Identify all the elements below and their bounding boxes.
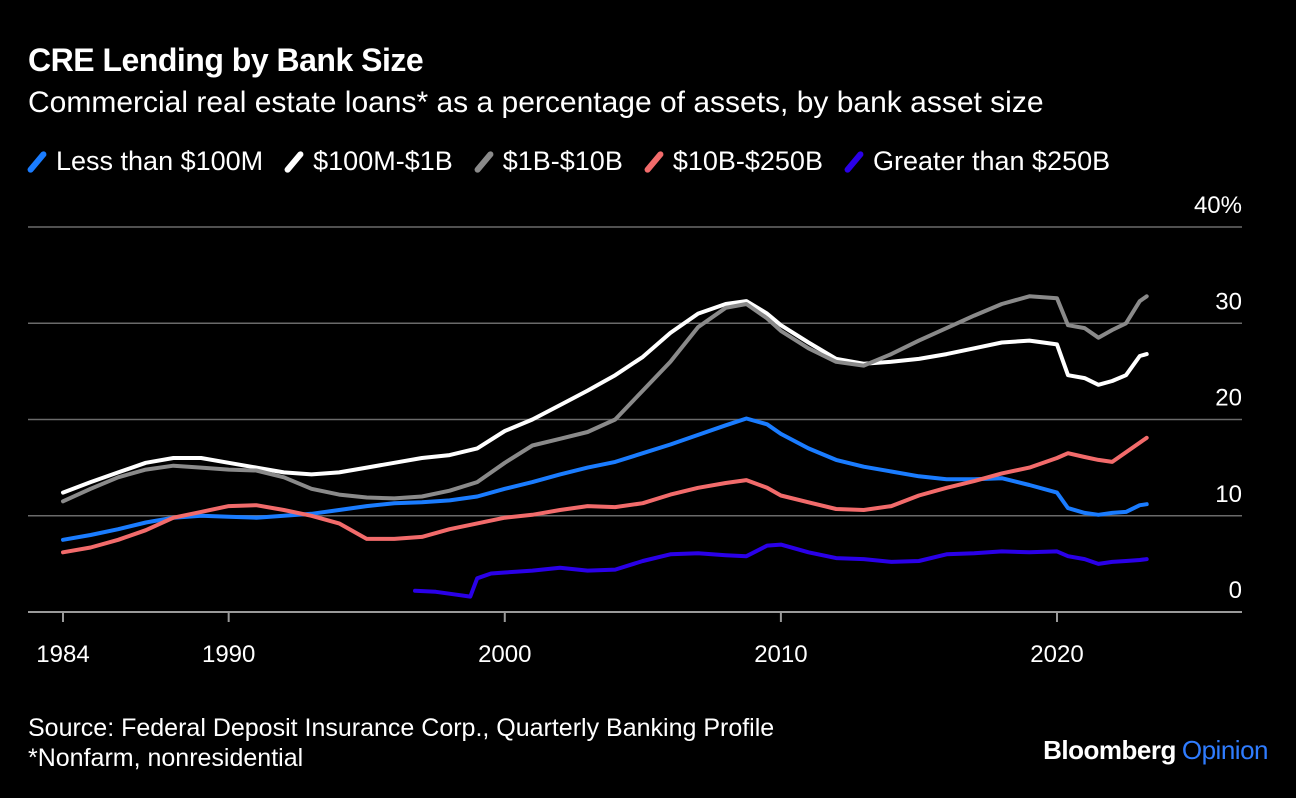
legend-item-1b-10b: $1B-$10B	[473, 146, 623, 177]
brand-suffix: Opinion	[1181, 735, 1269, 765]
legend-swatch-icon	[843, 149, 865, 174]
x-tick-label: 2000	[478, 641, 531, 668]
y-tick-label: 20	[1215, 385, 1242, 412]
x-tick-label: 1984	[36, 641, 89, 668]
series-line-greater-than-250b	[413, 542, 1149, 599]
legend-item-less-than-100m: Less than $100M	[26, 146, 264, 177]
chart-title: CRE Lending by Bank Size	[28, 42, 424, 78]
source-note: Source: Federal Deposit Insurance Corp.,…	[28, 714, 775, 742]
legend-swatch-icon	[283, 149, 305, 174]
line-chart: 0 10 20 30 40% 1984 1990 2000 2010 2020	[28, 192, 1242, 668]
legend-label: Greater than $250B	[872, 146, 1111, 176]
legend-item-100m-1b: $100M-$1B	[283, 146, 453, 177]
footnote: *Nonfarm, nonresidential	[28, 744, 304, 772]
x-tick-label: 2020	[1030, 641, 1083, 668]
legend-label: Less than $100M	[56, 146, 264, 176]
series-line-less-than-100m	[61, 416, 1149, 542]
series-line-100m-1b	[61, 299, 1149, 495]
legend-label: $1B-$10B	[502, 146, 623, 176]
x-tick-label: 2010	[754, 641, 807, 668]
legend-label: $10B-$250B	[672, 146, 823, 176]
y-tick-label: 30	[1215, 288, 1242, 315]
series-line-10b-250b	[61, 435, 1149, 555]
y-tick-label: 0	[1229, 577, 1242, 604]
x-tick-label: 1990	[202, 641, 255, 668]
series-line-1b-10b	[61, 294, 1149, 504]
legend-swatch-icon	[473, 149, 495, 174]
chart-subtitle: Commercial real estate loans* as a perce…	[28, 86, 1044, 119]
legend-item-10b-250b: $10B-$250B	[643, 146, 823, 177]
legend-swatch-icon	[643, 149, 665, 174]
chart-footer: Source: Federal Deposit Insurance Corp.,…	[28, 713, 774, 773]
legend-item-greater-than-250b: Greater than $250B	[843, 146, 1111, 177]
legend-swatch-icon	[26, 149, 48, 174]
y-tick-label: 10	[1215, 481, 1242, 508]
chart-legend: Less than $100M $100M-$1B $1B-$10B $10B-…	[26, 146, 1132, 177]
y-tick-label: 40%	[1194, 192, 1242, 219]
bloomberg-opinion-logo: Bloomberg Opinion	[1043, 735, 1268, 766]
legend-label: $100M-$1B	[313, 146, 453, 176]
brand-name: Bloomberg	[1043, 735, 1176, 765]
